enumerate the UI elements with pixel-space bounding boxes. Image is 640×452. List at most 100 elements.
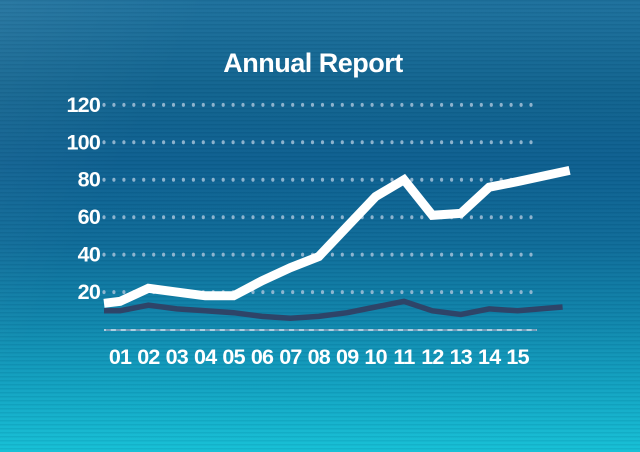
gridline-dot bbox=[122, 177, 126, 182]
gridline-dot bbox=[132, 140, 136, 145]
gridline-dot bbox=[261, 215, 265, 220]
gridline-dot bbox=[241, 215, 245, 220]
gridline-dot bbox=[281, 140, 285, 145]
x-tick-label: 15 bbox=[506, 345, 529, 369]
gridline-dot bbox=[281, 290, 285, 295]
gridline-dot bbox=[102, 290, 106, 295]
gridline-dot bbox=[152, 102, 156, 107]
gridline-dot bbox=[509, 252, 513, 257]
gridline-dot bbox=[350, 177, 354, 182]
gridline-dot bbox=[440, 252, 444, 257]
chart-title: Annual Report bbox=[223, 48, 403, 78]
gridline-dot bbox=[271, 290, 275, 295]
gridline-dot bbox=[390, 252, 394, 257]
gridline-dot bbox=[112, 290, 116, 295]
y-tick-label: 100 bbox=[67, 130, 101, 154]
x-tick-label: 04 bbox=[194, 345, 217, 369]
gridline-dot bbox=[142, 177, 146, 182]
gridline-dot bbox=[231, 177, 235, 182]
gridline-dot bbox=[420, 102, 424, 107]
gridline-dot bbox=[231, 102, 235, 107]
gridline-dot bbox=[171, 215, 176, 220]
gridline-dot bbox=[479, 140, 483, 145]
gridline-dot bbox=[221, 252, 225, 257]
gridline-dot bbox=[171, 140, 176, 145]
gridline-dot bbox=[201, 140, 205, 145]
gridline-dot bbox=[102, 177, 106, 182]
gridline-dot bbox=[261, 290, 265, 295]
gridline-dot bbox=[430, 290, 434, 295]
x-tick-label: 14 bbox=[478, 345, 501, 369]
gridline-dot bbox=[440, 140, 444, 145]
gridline-dot bbox=[191, 215, 195, 220]
secondary-series-line bbox=[104, 298, 563, 322]
gridline-dot bbox=[380, 140, 384, 145]
gridline-dot bbox=[430, 140, 434, 145]
gridline-dot bbox=[310, 290, 315, 295]
gridline-dot bbox=[370, 252, 374, 257]
gridline-dot bbox=[171, 177, 176, 182]
gridline-dot bbox=[162, 252, 166, 257]
gridline-dot bbox=[221, 215, 225, 220]
gridline-dot bbox=[400, 215, 404, 220]
gridline-dot bbox=[291, 140, 295, 145]
gridline-dot bbox=[450, 102, 454, 107]
x-tick-label: 07 bbox=[279, 345, 302, 369]
gridline-dot bbox=[112, 140, 116, 145]
gridline-dot bbox=[489, 215, 493, 220]
gridline-dot bbox=[420, 215, 424, 220]
gridline-dot bbox=[152, 177, 156, 182]
gridline-dot bbox=[221, 177, 225, 182]
gridline-dot bbox=[370, 140, 374, 145]
gridline-dot bbox=[370, 102, 374, 107]
gridline-dot bbox=[479, 102, 483, 107]
gridline-dot bbox=[450, 290, 454, 295]
gridline-dot bbox=[132, 102, 136, 107]
gridline-dot bbox=[291, 177, 295, 182]
gridline-dot bbox=[320, 102, 325, 107]
gridline-dot bbox=[261, 140, 265, 145]
gridline-dot bbox=[499, 215, 503, 220]
gridline-dot bbox=[211, 252, 215, 257]
gridline-dot bbox=[469, 140, 473, 145]
gridline-dot bbox=[122, 215, 126, 220]
gridline-dot bbox=[291, 215, 295, 220]
x-tick-label: 09 bbox=[336, 345, 359, 369]
gridline-dot bbox=[241, 252, 245, 257]
gridline-dot bbox=[251, 215, 255, 220]
gridline-dot bbox=[519, 140, 523, 145]
gridline-dot bbox=[122, 290, 126, 295]
gridline-dot bbox=[469, 290, 473, 295]
gridline-dot bbox=[102, 102, 106, 107]
gridline-dot bbox=[509, 140, 513, 145]
gridline-dot bbox=[340, 177, 344, 182]
gridline-dot bbox=[529, 290, 533, 295]
gridline-dot bbox=[360, 177, 364, 182]
x-tick-label: 08 bbox=[308, 345, 331, 369]
gridline-dot bbox=[380, 290, 384, 295]
gridline-dot bbox=[390, 140, 394, 145]
gridline-dot bbox=[380, 215, 384, 220]
gridline-dot bbox=[479, 215, 483, 220]
gridline-dot bbox=[400, 140, 404, 145]
gridline-dot bbox=[410, 177, 414, 182]
gridline-dot bbox=[340, 102, 344, 107]
gridline-dot bbox=[430, 252, 434, 257]
gridline-dot bbox=[320, 177, 325, 182]
gridline-dot bbox=[181, 215, 185, 220]
gridline-dot bbox=[132, 177, 136, 182]
gridline-dot bbox=[191, 177, 195, 182]
gridline-dot bbox=[499, 102, 503, 107]
gridline-dot bbox=[112, 102, 116, 107]
gridline-dot bbox=[132, 252, 136, 257]
gridline-dot bbox=[489, 177, 493, 182]
gridline-dot bbox=[231, 140, 235, 145]
gridline-dot bbox=[310, 215, 315, 220]
gridline-dot bbox=[440, 102, 444, 107]
gridline-dot bbox=[410, 102, 414, 107]
gridline-dot bbox=[112, 252, 116, 257]
gridline-dot bbox=[410, 140, 414, 145]
gridline-dot bbox=[301, 140, 305, 145]
gridline-dot bbox=[469, 177, 473, 182]
